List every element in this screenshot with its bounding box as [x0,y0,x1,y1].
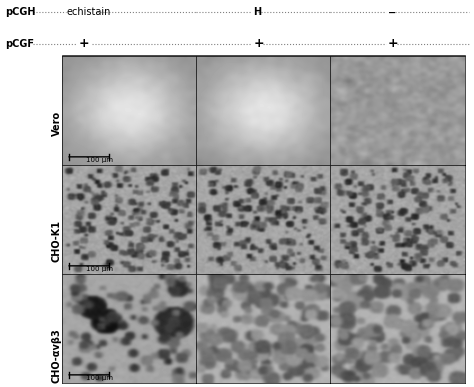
Text: +: + [78,37,89,50]
Text: pCGH: pCGH [5,7,35,17]
Text: 100 μm: 100 μm [86,375,113,382]
Text: +: + [388,37,399,50]
Text: CHO-K1: CHO-K1 [52,219,62,262]
Text: echistain: echistain [66,7,111,17]
Text: pCGF: pCGF [5,39,34,49]
Text: Vero: Vero [52,111,62,136]
Text: 100 μm: 100 μm [86,266,113,272]
Text: H: H [254,7,262,17]
Text: 100 μm: 100 μm [86,158,113,163]
Text: +: + [254,37,264,50]
Text: −: − [388,7,396,17]
Text: CHO-αvβ3: CHO-αvβ3 [52,329,62,384]
